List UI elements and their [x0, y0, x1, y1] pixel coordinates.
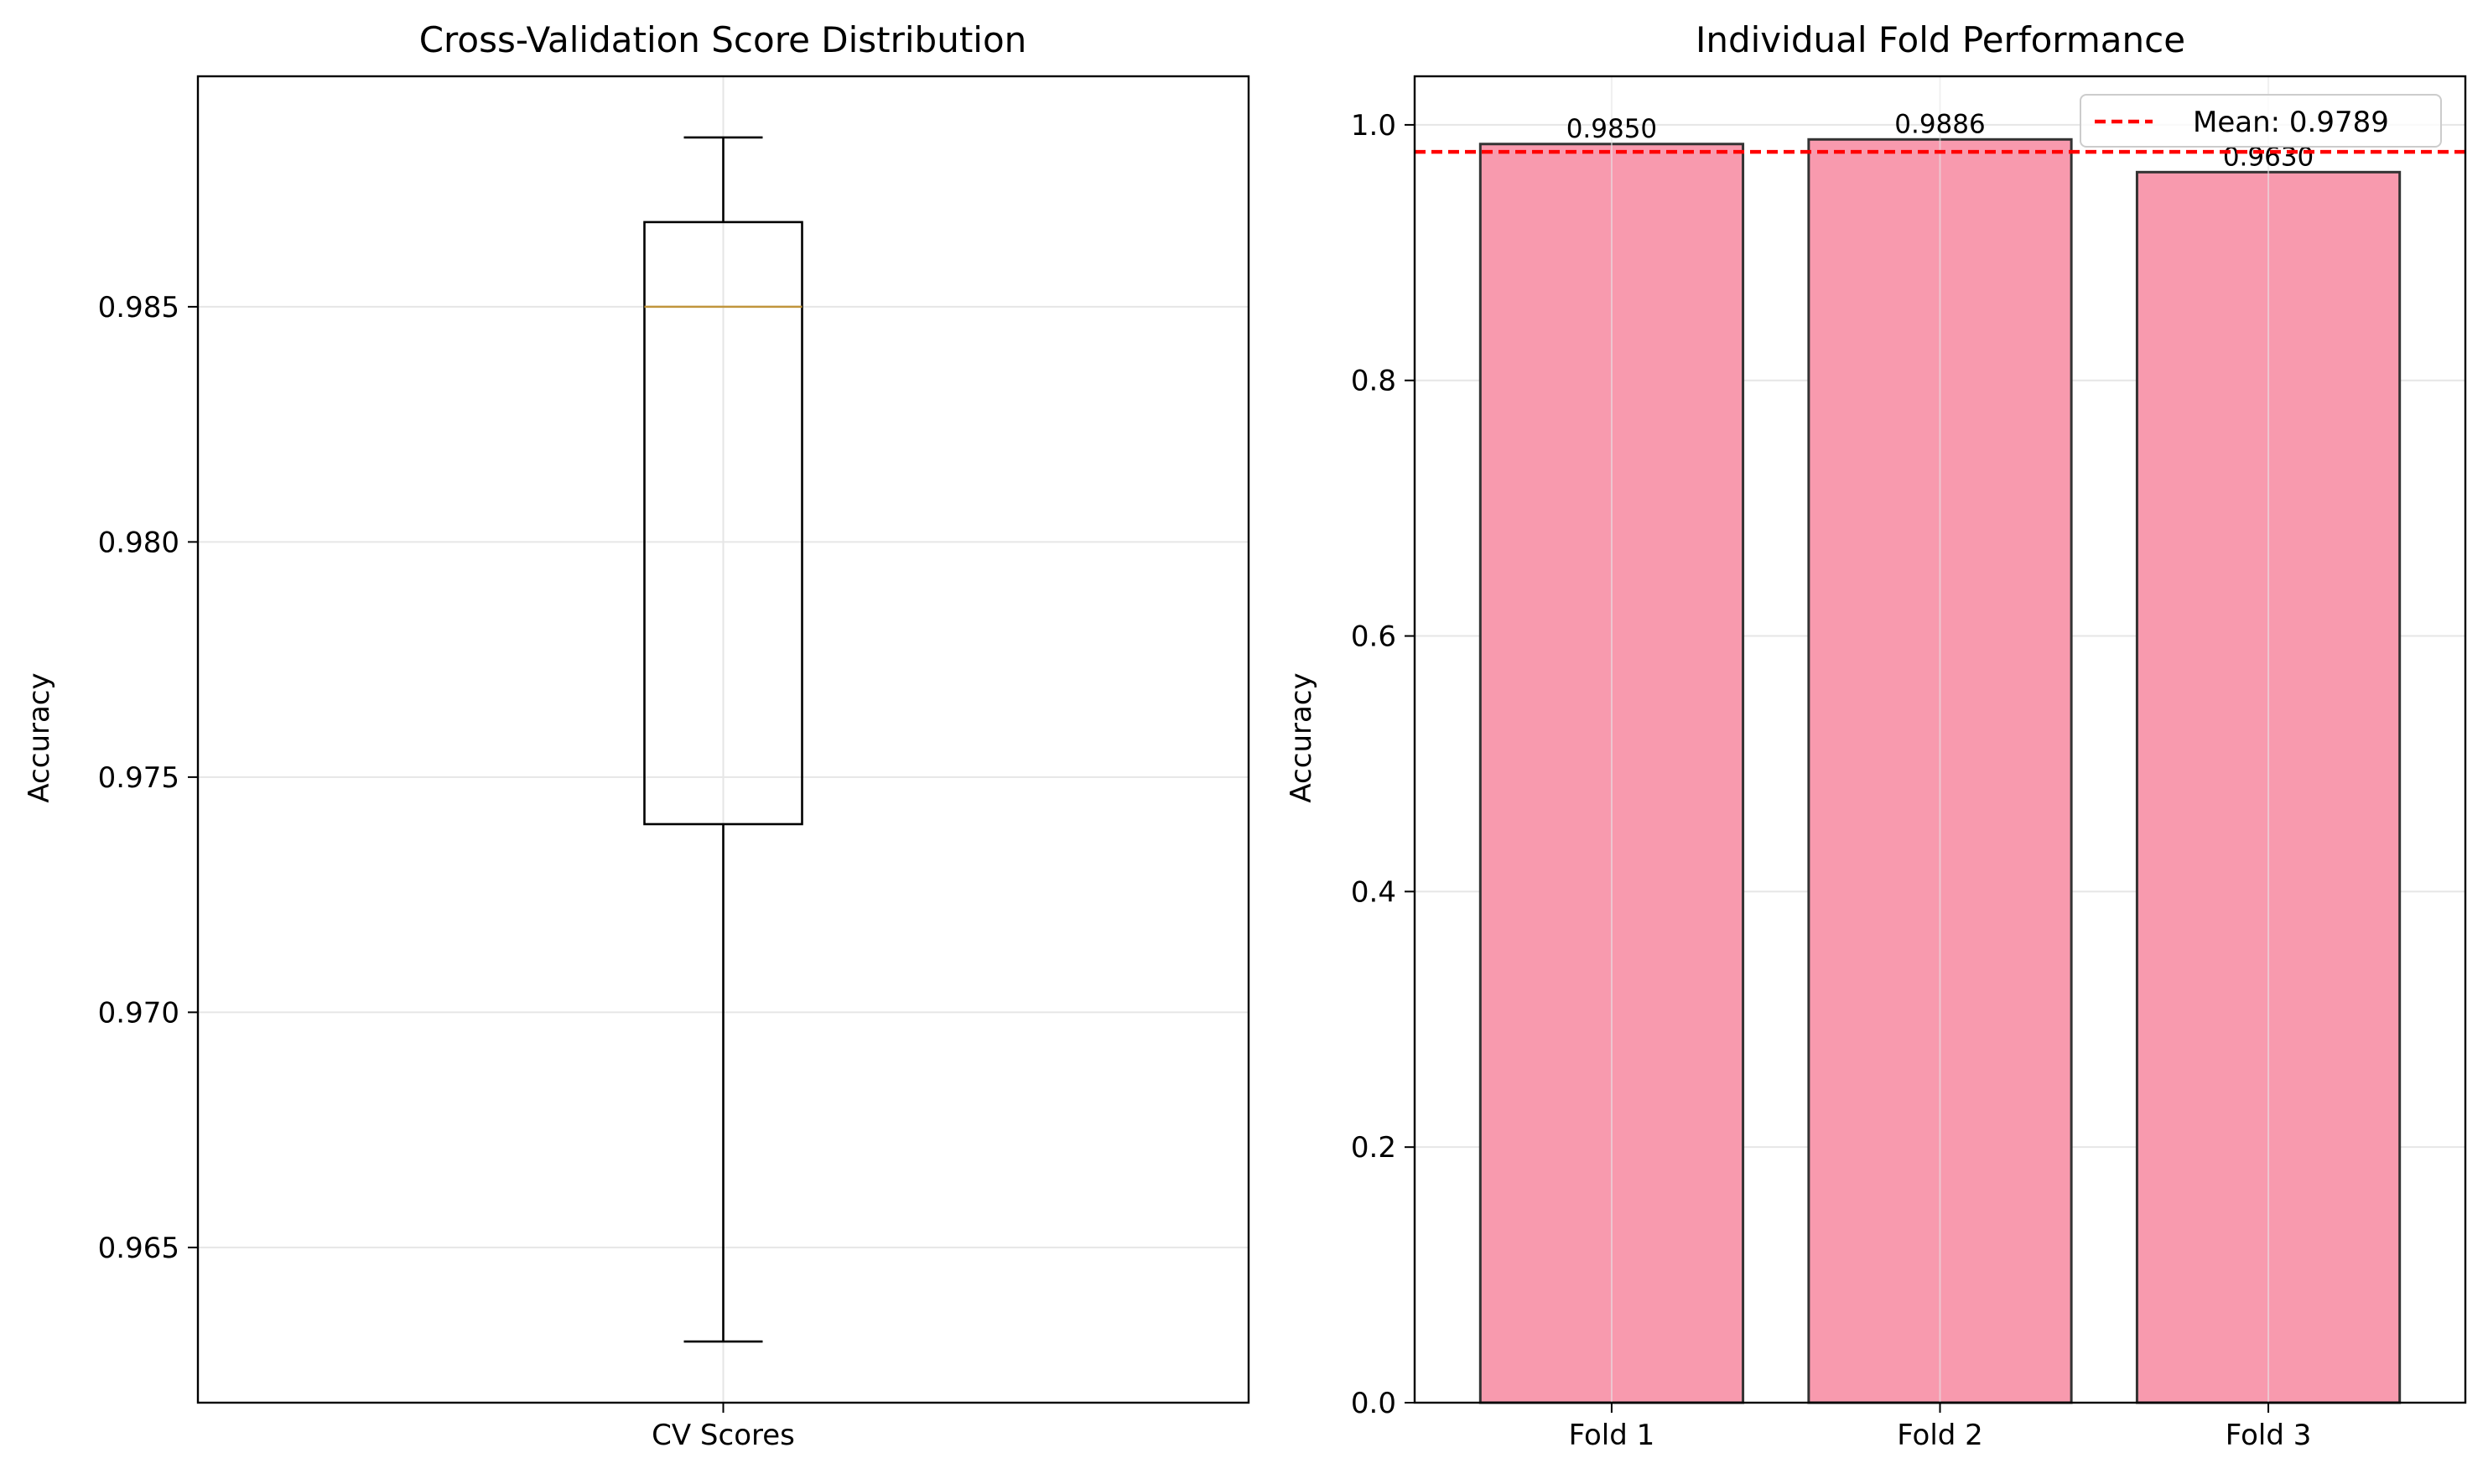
bar-chart-x-tick-label: Fold 3 — [2226, 1419, 2312, 1452]
bar-chart-y-tick-label: 0.2 — [1351, 1131, 1396, 1165]
box-plot-panel: Cross-Validation Score Distribution Accu… — [23, 19, 1250, 1452]
bar-chart-y-tick-label: 1.0 — [1351, 109, 1396, 143]
bar-chart-x-tick-label: Fold 1 — [1569, 1419, 1655, 1452]
bar-chart-y-tick-label: 0.8 — [1351, 365, 1396, 398]
box-plot-frame — [196, 75, 1250, 1404]
box-plot-title: Cross-Validation Score Distribution — [419, 19, 1027, 60]
bar-chart-y-ticks: 0.0 0.2 0.4 0.6 0.8 1.0 — [1351, 109, 1415, 1420]
bar-chart-frame — [1413, 75, 2467, 1404]
box-plot-box — [643, 221, 803, 826]
bar-chart-y-tick-label: 0.0 — [1351, 1387, 1396, 1420]
box-plot-y-ticks: 0.965 0.970 0.975 0.980 0.985 — [98, 291, 198, 1265]
bar-chart-legend: Mean: 0.9789 — [2080, 94, 2442, 148]
bar-chart-y-tick-label: 0.4 — [1351, 875, 1396, 909]
bar-chart-x-tick-label: Fold 2 — [1897, 1419, 1983, 1452]
bar-chart-y-tick-label: 0.6 — [1351, 620, 1396, 654]
bar-chart-y-axis-label: Accuracy — [1285, 672, 1318, 802]
box-plot-y-tick-label: 0.985 — [98, 291, 179, 324]
box-plot-x-ticks: CV Scores — [652, 1403, 795, 1452]
bar-value-label: 0.9886 — [1894, 109, 1985, 139]
bar-value-label: 0.9850 — [1566, 114, 1657, 144]
box-plot-marks — [643, 136, 803, 1343]
legend-mean-label: Mean: 0.9789 — [2193, 106, 2389, 139]
box-plot-y-axis-label: Accuracy — [23, 672, 56, 802]
bar-chart-x-ticks: Fold 1 Fold 2 Fold 3 — [1569, 1403, 2312, 1452]
box-plot-y-tick-label: 0.980 — [98, 526, 179, 559]
box-plot-y-tick-label: 0.965 — [98, 1232, 179, 1265]
legend-box — [2080, 94, 2442, 148]
box-plot-y-tick-label: 0.975 — [98, 761, 179, 795]
bar-chart-title: Individual Fold Performance — [1696, 19, 2185, 60]
bar-chart-panel: Individual Fold Performance Accuracy 0.0… — [1285, 19, 2467, 1452]
box-plot-y-tick-label: 0.970 — [98, 996, 179, 1030]
box-plot-x-tick-label: CV Scores — [652, 1419, 795, 1452]
